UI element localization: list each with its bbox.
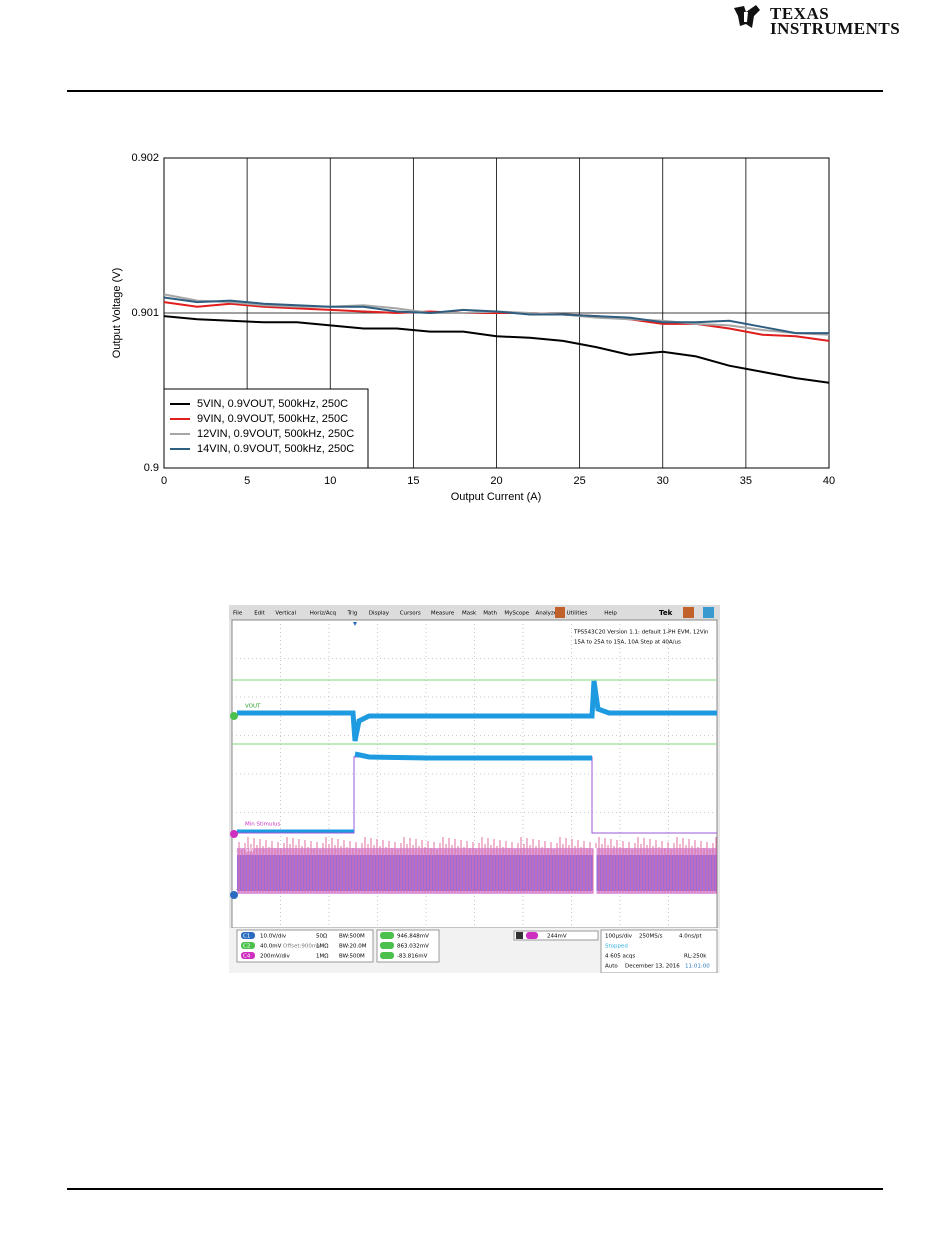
legend-box bbox=[163, 388, 369, 469]
x-tick-label: 5 bbox=[244, 475, 250, 487]
date: December 13, 2016 bbox=[625, 964, 680, 970]
x-tick-label: 20 bbox=[490, 475, 502, 487]
menu-item: Trig bbox=[347, 611, 358, 617]
channel-scale: 10.0V/div bbox=[260, 934, 287, 940]
trace-label: SW bbox=[245, 848, 254, 854]
menu-item: Edit bbox=[254, 611, 265, 617]
x-axis-label: Output Current (A) bbox=[451, 491, 541, 503]
scope-brand: Tek bbox=[659, 609, 673, 617]
legend-label: 9VIN, 0.9VOUT, 500kHz, 250C bbox=[197, 413, 348, 425]
menu-item: Help bbox=[604, 611, 617, 617]
legend-label: 14VIN, 0.9VOUT, 500kHz, 250C bbox=[197, 443, 354, 455]
trace-label: Min Stimulus bbox=[245, 822, 281, 828]
menu-item: Vertical bbox=[275, 611, 296, 617]
x-tick-label: 30 bbox=[657, 475, 669, 487]
y-axis-label: Output Voltage (V) bbox=[111, 268, 123, 359]
series-line bbox=[163, 315, 830, 384]
logo-text: TEXAS bbox=[770, 4, 830, 23]
menu-item: Analyze bbox=[536, 611, 558, 617]
footer-rule bbox=[67, 1188, 883, 1190]
channel-bw: BW:500M bbox=[339, 954, 365, 960]
timebase: 100µs/div bbox=[605, 934, 633, 940]
channel-scale: 40.0mV bbox=[260, 944, 282, 950]
scope-note: 15A to 25A to 15A, 10A Step at 40A/us bbox=[574, 640, 681, 646]
series-line bbox=[163, 301, 830, 342]
measurement: 946.848mV bbox=[397, 934, 429, 940]
menu-item: Mask bbox=[462, 611, 477, 617]
channel-imp: 1MΩ bbox=[316, 944, 328, 950]
scope-note: TPS543C20 Version 1.1: default 1-PH EVM,… bbox=[573, 630, 709, 636]
menu-item: Cursors bbox=[400, 611, 421, 617]
menu-item: Display bbox=[369, 611, 390, 617]
x-tick-label: 10 bbox=[324, 475, 336, 487]
channel-bw: BW:20.0M bbox=[339, 944, 367, 950]
trigger-mode: Auto bbox=[605, 964, 618, 970]
y-tick-label: 0.9 bbox=[144, 462, 159, 474]
measurement: 863.032mV bbox=[397, 944, 429, 950]
channel-badge: C1 bbox=[243, 934, 250, 940]
y-tick-label: 0.901 bbox=[131, 307, 159, 319]
chart: Output Voltage (V) Output Current (A) 0 5… bbox=[111, 152, 835, 503]
legend-label: 5VIN, 0.9VOUT, 500kHz, 250C bbox=[197, 398, 348, 410]
measurement: -83.816mV bbox=[397, 954, 428, 960]
channel-scale: 200mV/div bbox=[260, 954, 290, 960]
scope-screenshot: File Edit Vertical Horiz/Acq Trig Display Curs… bbox=[229, 605, 720, 973]
channel-imp: 1MΩ bbox=[316, 954, 328, 960]
menu-item: Measure bbox=[431, 611, 455, 617]
channel-imp: 50Ω bbox=[316, 934, 327, 940]
legend-label: 12VIN, 0.9VOUT, 500kHz, 250C bbox=[197, 428, 354, 440]
record-length: RL:250k bbox=[684, 954, 707, 960]
y-tick-label: 0.902 bbox=[131, 152, 159, 164]
logo-mark bbox=[734, 5, 760, 28]
trigger-level: 244mV bbox=[547, 934, 567, 940]
x-tick-label: 25 bbox=[574, 475, 586, 487]
menu-item: Utilities bbox=[567, 611, 588, 617]
header-rule bbox=[67, 90, 883, 92]
x-tick-label: 15 bbox=[407, 475, 419, 487]
menu-item: File bbox=[233, 611, 243, 617]
trace-label: VOUT bbox=[245, 704, 261, 710]
channel-bw: BW:500M bbox=[339, 934, 365, 940]
resolution: 4.0ns/pt bbox=[679, 934, 702, 940]
channel-badge: C4 bbox=[243, 954, 251, 960]
acq-status: Stopped bbox=[605, 944, 628, 950]
menu-item: MyScope bbox=[504, 611, 529, 617]
acq-count: 4 605 acqs bbox=[605, 954, 635, 960]
channel-offset: Offset:900mV bbox=[283, 944, 321, 950]
time: 11:01:00 bbox=[685, 964, 710, 970]
x-tick-label: 0 bbox=[161, 475, 167, 487]
menu-item: Horiz/Acq bbox=[310, 611, 336, 617]
logo-text: INSTRUMENTS bbox=[770, 19, 901, 38]
x-tick-label: 35 bbox=[740, 475, 752, 487]
menu-item: Math bbox=[483, 611, 497, 617]
channel-badge: C2 bbox=[243, 944, 250, 950]
sample-rate: 250MS/s bbox=[639, 934, 663, 940]
series-line bbox=[163, 296, 829, 335]
x-tick-label: 40 bbox=[823, 475, 835, 487]
